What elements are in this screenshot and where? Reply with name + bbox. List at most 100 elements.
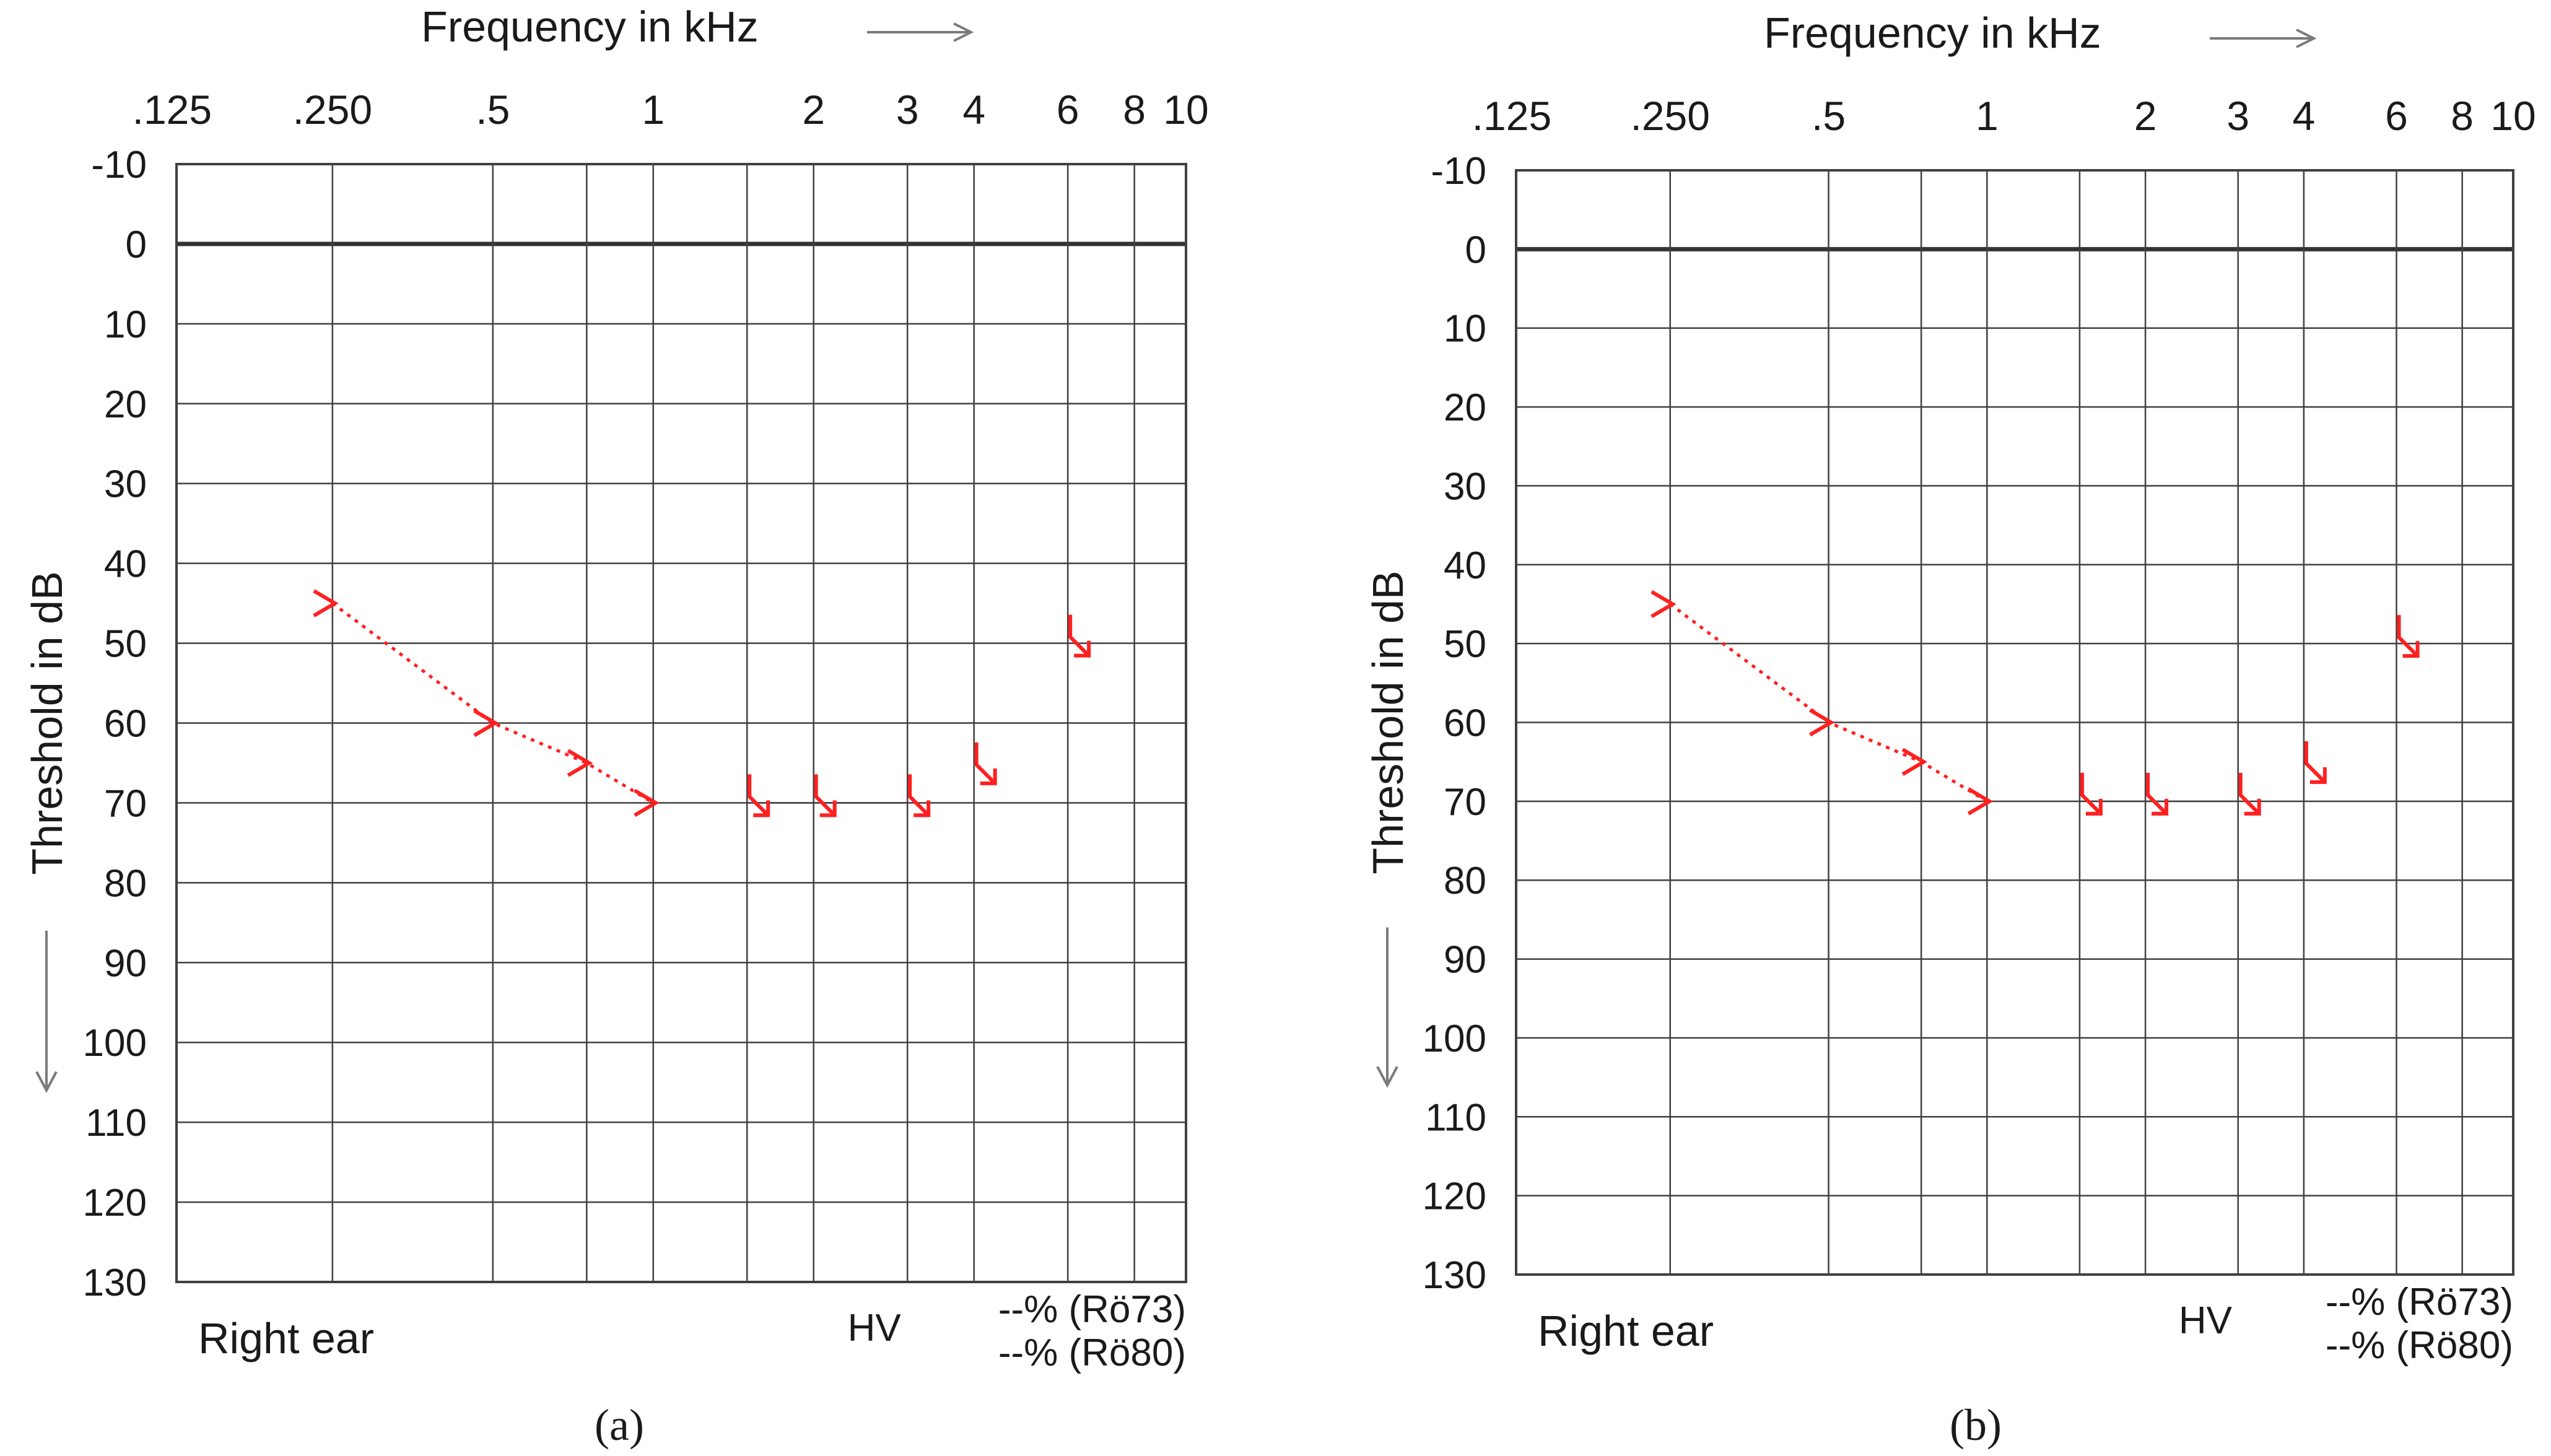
y-tick-label: 100 bbox=[83, 1022, 147, 1065]
hv-label: HV bbox=[2179, 1299, 2233, 1342]
y-tick-label: 20 bbox=[1444, 386, 1486, 429]
x-tick-label: 10 bbox=[1163, 87, 1208, 133]
data-point-no-response-marker bbox=[974, 742, 995, 783]
plot-frame bbox=[1515, 169, 2514, 1276]
footer-line-1: --% (Rö73) bbox=[2326, 1281, 2513, 1323]
ear-label: Right ear bbox=[198, 1314, 374, 1362]
x-tick-label: 2 bbox=[2134, 93, 2157, 139]
y-tick-label: 20 bbox=[104, 383, 147, 426]
y-tick-label: 90 bbox=[104, 942, 147, 985]
x-tick-label: 6 bbox=[1057, 87, 1079, 133]
data-point-no-response-arrowhead bbox=[2244, 798, 2261, 816]
y-tick-label: -10 bbox=[91, 144, 147, 186]
x-tick-label: 6 bbox=[2385, 93, 2408, 139]
audiogram-panel-a: -100102030405060708090100110120130.125.2… bbox=[23, 2, 1209, 1450]
x-tick-label: .5 bbox=[1812, 93, 1846, 139]
subfigure-label: (a) bbox=[595, 1400, 644, 1450]
y-tick-label: 130 bbox=[1423, 1254, 1486, 1297]
x-tick-label: .250 bbox=[293, 87, 372, 133]
y-tick-label: 50 bbox=[1444, 623, 1486, 666]
data-point-no-response-marker bbox=[814, 774, 835, 816]
y-tick-label: 30 bbox=[104, 463, 147, 506]
y-tick-label: 0 bbox=[126, 224, 147, 266]
y-tick-label: 70 bbox=[104, 782, 147, 825]
data-point-bc-marker bbox=[567, 749, 593, 777]
data-point-no-response-marker bbox=[2397, 615, 2418, 656]
footer-line-2: --% (Rö80) bbox=[2326, 1324, 2513, 1367]
x-tick-label: .125 bbox=[1472, 93, 1551, 139]
y-tick-label: 130 bbox=[83, 1262, 147, 1304]
y-tick-label: 50 bbox=[104, 623, 147, 666]
x-tick-label: 1 bbox=[1976, 93, 1999, 139]
y-tick-label: 60 bbox=[1444, 702, 1486, 745]
data-point-no-response-arrowhead bbox=[914, 800, 931, 817]
data-point-no-response-marker bbox=[2080, 772, 2101, 814]
x-tick-label: 10 bbox=[2490, 93, 2536, 139]
data-point-no-response-marker bbox=[1068, 614, 1089, 656]
x-tick-label: .5 bbox=[476, 87, 510, 133]
x-tick-label: .125 bbox=[133, 87, 212, 133]
data-point-bc-marker bbox=[473, 708, 499, 738]
x-tick-label: .250 bbox=[1631, 93, 1710, 139]
y-axis-arrowhead-icon bbox=[1376, 1066, 1398, 1088]
footer-line-2: --% (Rö80) bbox=[998, 1332, 1186, 1374]
x-tick-label: 4 bbox=[2293, 93, 2316, 139]
x-tick-label: 8 bbox=[2451, 93, 2474, 139]
y-tick-label: 70 bbox=[1444, 781, 1486, 824]
data-point-bc-marker bbox=[1901, 748, 1928, 776]
audiogram-panel-b: -100102030405060708090100110120130.125.2… bbox=[1364, 9, 2536, 1450]
data-point-no-response-marker bbox=[2238, 772, 2259, 814]
data-point-no-response-arrowhead bbox=[2085, 798, 2103, 816]
y-axis-arrowhead-icon bbox=[35, 1071, 58, 1093]
footer-line-1: --% (Rö73) bbox=[998, 1288, 1186, 1331]
data-point-bc-marker bbox=[1967, 787, 1994, 816]
x-axis-arrowhead-icon bbox=[2296, 28, 2317, 48]
x-tick-label: 8 bbox=[1123, 87, 1146, 133]
x-tick-label: 3 bbox=[896, 87, 919, 133]
data-point-bc-marker bbox=[1809, 708, 1835, 737]
x-axis-title: Frequency in kHz bbox=[421, 2, 759, 51]
data-point-bc-marker bbox=[313, 589, 339, 617]
y-tick-label: 120 bbox=[1423, 1175, 1486, 1218]
y-axis-title: Threshold in dB bbox=[23, 571, 71, 874]
data-point-no-response-arrowhead bbox=[753, 800, 770, 817]
data-point-no-response-arrowhead bbox=[2402, 641, 2420, 658]
y-tick-label: 100 bbox=[1423, 1018, 1486, 1060]
data-point-no-response-arrowhead bbox=[2152, 798, 2169, 816]
y-tick-label: 40 bbox=[104, 543, 147, 586]
y-tick-label: 10 bbox=[104, 303, 147, 346]
x-tick-label: 2 bbox=[802, 87, 825, 133]
y-tick-label: 110 bbox=[85, 1102, 147, 1144]
y-tick-label: 110 bbox=[1425, 1096, 1486, 1139]
data-point-no-response-marker bbox=[748, 774, 769, 816]
y-tick-label: 80 bbox=[104, 862, 147, 905]
y-tick-label: 80 bbox=[1444, 860, 1486, 902]
series-line-dotted bbox=[1669, 603, 1988, 803]
data-point-no-response-marker bbox=[908, 774, 929, 816]
x-axis-title: Frequency in kHz bbox=[1764, 9, 2101, 57]
data-point-no-response-arrowhead bbox=[2309, 767, 2327, 784]
data-point-no-response-arrowhead bbox=[980, 768, 997, 785]
y-tick-label: 0 bbox=[1465, 229, 1486, 271]
data-point-no-response-marker bbox=[2146, 772, 2167, 814]
data-point-bc-marker bbox=[634, 788, 660, 817]
data-point-no-response-arrowhead bbox=[1074, 640, 1091, 658]
y-tick-label: 10 bbox=[1444, 308, 1486, 351]
y-tick-label: 120 bbox=[83, 1182, 147, 1224]
subfigure-label: (b) bbox=[1950, 1400, 2002, 1450]
y-tick-label: 90 bbox=[1444, 939, 1486, 982]
y-tick-label: 60 bbox=[104, 703, 147, 746]
data-point-bc-marker bbox=[1651, 590, 1677, 619]
plot-frame bbox=[175, 163, 1187, 1283]
x-tick-label: 1 bbox=[642, 87, 665, 133]
x-tick-label: 4 bbox=[962, 87, 985, 133]
data-point-no-response-marker bbox=[2304, 741, 2325, 783]
x-axis-arrowhead-icon bbox=[953, 22, 974, 42]
y-axis-title: Threshold in dB bbox=[1364, 570, 1412, 874]
y-tick-label: 40 bbox=[1444, 544, 1486, 587]
y-tick-label: -10 bbox=[1431, 150, 1486, 193]
x-tick-label: 3 bbox=[2226, 93, 2249, 139]
ear-label: Right ear bbox=[1538, 1307, 1714, 1355]
